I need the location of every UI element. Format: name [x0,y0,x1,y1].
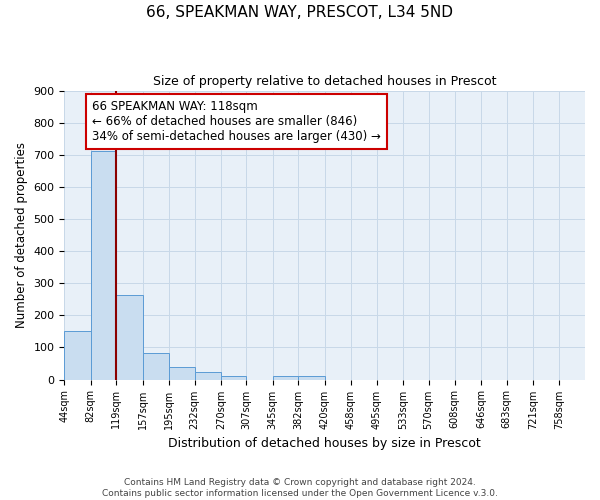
Bar [221,376,247,380]
Bar [169,368,194,380]
Text: 66 SPEAKMAN WAY: 118sqm
← 66% of detached houses are smaller (846)
34% of semi-d: 66 SPEAKMAN WAY: 118sqm ← 66% of detache… [92,100,381,143]
Y-axis label: Number of detached properties: Number of detached properties [15,142,28,328]
Bar [91,151,116,380]
Title: Size of property relative to detached houses in Prescot: Size of property relative to detached ho… [153,75,496,88]
Text: 66, SPEAKMAN WAY, PRESCOT, L34 5ND: 66, SPEAKMAN WAY, PRESCOT, L34 5ND [146,5,454,20]
Text: Contains HM Land Registry data © Crown copyright and database right 2024.
Contai: Contains HM Land Registry data © Crown c… [102,478,498,498]
Bar [194,372,221,380]
Bar [143,353,169,380]
Bar [64,332,91,380]
Bar [116,296,143,380]
Bar [273,376,298,380]
Bar [298,376,325,380]
X-axis label: Distribution of detached houses by size in Prescot: Distribution of detached houses by size … [169,437,481,450]
